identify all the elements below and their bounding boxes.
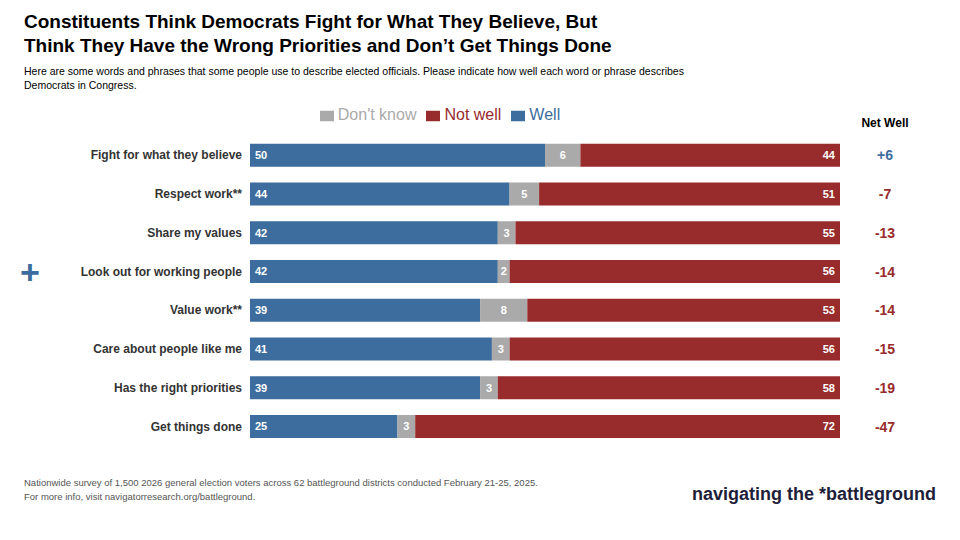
svg-text:55: 55 bbox=[823, 227, 835, 239]
svg-text:3: 3 bbox=[486, 382, 492, 394]
svg-text:25: 25 bbox=[255, 420, 267, 432]
svg-text:44: 44 bbox=[255, 188, 268, 200]
svg-text:+: + bbox=[20, 253, 40, 291]
html-text:Here are some words and phrase: Here are some words and phrases that som… bbox=[24, 65, 684, 77]
svg-text:Has the right priorities: Has the right priorities bbox=[114, 381, 242, 395]
svg-text:3: 3 bbox=[498, 343, 504, 355]
svg-text:8: 8 bbox=[501, 304, 507, 316]
svg-text:39: 39 bbox=[255, 382, 267, 394]
html-text:Not well: Not well bbox=[444, 106, 502, 123]
html-text:Nationwide survey of 1,500 202: Nationwide survey of 1,500 2026 general … bbox=[24, 477, 538, 488]
html-text:Don't know: Don't know bbox=[337, 106, 417, 123]
svg-text:Look out for working people: Look out for working people bbox=[81, 265, 243, 279]
svg-text:+6: +6 bbox=[877, 147, 893, 163]
svg-text:-7: -7 bbox=[879, 186, 892, 202]
svg-text:Net Well: Net Well bbox=[861, 116, 908, 130]
svg-text:Fight for what they believe: Fight for what they believe bbox=[91, 148, 243, 162]
svg-text:Get things done: Get things done bbox=[151, 420, 243, 434]
svg-text:Share my values: Share my values bbox=[147, 226, 242, 240]
svg-text:56: 56 bbox=[823, 343, 835, 355]
svg-text:50: 50 bbox=[255, 149, 267, 161]
svg-text:58: 58 bbox=[823, 382, 835, 394]
svg-text:72: 72 bbox=[823, 420, 835, 432]
svg-text:Respect work**: Respect work** bbox=[155, 187, 243, 201]
svg-text:-14: -14 bbox=[875, 264, 895, 280]
svg-text:-14: -14 bbox=[875, 302, 895, 318]
html-text:Constituents Think Democrats F: Constituents Think Democrats Fight for W… bbox=[24, 11, 598, 32]
svg-text:51: 51 bbox=[823, 188, 835, 200]
svg-text:53: 53 bbox=[823, 304, 835, 316]
svg-text:6: 6 bbox=[560, 149, 566, 161]
svg-text:-47: -47 bbox=[875, 419, 895, 435]
svg-text:3: 3 bbox=[504, 227, 510, 239]
svg-text:-15: -15 bbox=[875, 341, 895, 357]
html-text:Well: Well bbox=[529, 106, 561, 123]
svg-text:Care about people like me: Care about people like me bbox=[93, 342, 242, 356]
svg-text:5: 5 bbox=[521, 188, 527, 200]
html-text:navigating the *battleground: navigating the *battleground bbox=[692, 484, 936, 504]
svg-text:56: 56 bbox=[823, 265, 835, 277]
svg-text:-13: -13 bbox=[875, 225, 895, 241]
svg-text:44: 44 bbox=[823, 149, 836, 161]
html-text:Democrats in Congress.: Democrats in Congress. bbox=[24, 79, 137, 91]
svg-text:3: 3 bbox=[403, 420, 409, 432]
html-text:For more info, visit navigator: For more info, visit navigatorresearch.o… bbox=[24, 491, 256, 502]
svg-text:42: 42 bbox=[255, 227, 267, 239]
svg-text:Value work**: Value work** bbox=[170, 303, 242, 317]
svg-text:41: 41 bbox=[255, 343, 267, 355]
html-text:Think They Have the Wrong Prio: Think They Have the Wrong Priorities and… bbox=[24, 35, 612, 56]
svg-text:2: 2 bbox=[501, 265, 507, 277]
svg-text:-19: -19 bbox=[875, 380, 895, 396]
svg-text:39: 39 bbox=[255, 304, 267, 316]
svg-text:42: 42 bbox=[255, 265, 267, 277]
